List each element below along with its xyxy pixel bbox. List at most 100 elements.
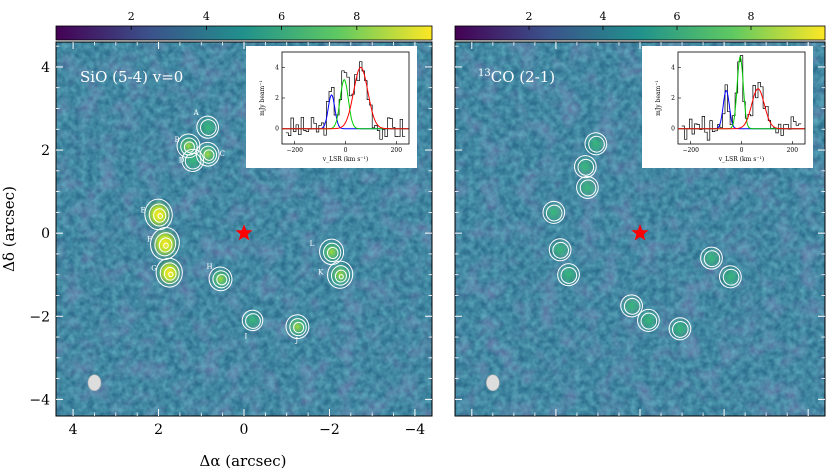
inset-y-tick-label: 0 — [671, 126, 675, 133]
contour-ring — [293, 321, 305, 334]
contour-ring — [155, 257, 183, 288]
component-label: K — [318, 269, 324, 277]
contour-ring — [163, 266, 177, 281]
contour-ring — [579, 179, 597, 197]
contour-ring — [637, 308, 660, 332]
colorbar-left: 2 4 6 8 — [55, 10, 433, 41]
contour-ring — [548, 238, 572, 262]
inset-fit-curve — [282, 66, 409, 130]
x-tick-label: 2 — [154, 422, 163, 438]
contour-ring — [588, 135, 605, 153]
component-label: C — [220, 150, 225, 158]
panel-title-13co-main: CO (2-1) — [491, 68, 555, 86]
colorbar-tick-label: 2 — [526, 10, 533, 23]
contour-ring — [159, 262, 180, 285]
component-label: H — [207, 263, 213, 271]
contour-ring — [144, 198, 173, 231]
contour-ring — [157, 213, 163, 219]
contour-ring — [203, 149, 215, 161]
contour-ring — [241, 309, 264, 332]
colorbar-right-ticks: 2 4 6 8 — [526, 10, 755, 30]
y-tick-label: −2 — [29, 309, 50, 325]
y-tick-label: 4 — [41, 60, 50, 76]
contour-ring — [195, 141, 220, 167]
contour-ring — [158, 237, 173, 253]
component-label: J — [294, 337, 298, 345]
x-tick-label: 0 — [240, 422, 249, 438]
inset-y-tick-label: 2 — [671, 95, 675, 102]
contour-ring — [208, 266, 233, 292]
inset-y-tick-label: 2 — [275, 95, 279, 102]
colorbar-right: 2 4 6 8 — [454, 10, 826, 41]
13co-contours — [486, 132, 742, 392]
y-tick-label: 2 — [41, 143, 50, 159]
contour-ring — [326, 246, 339, 260]
x-tick-label: −2 — [319, 422, 340, 438]
inset-y-label: mJy beam⁻¹ — [655, 80, 662, 116]
panel-title-13co: 13CO (2-1) — [478, 68, 555, 86]
contour-ring — [542, 200, 566, 224]
contour-ring — [327, 260, 354, 289]
contour-ring — [196, 115, 220, 139]
sio-contours: A B C D E F G H I J K L — [87, 109, 354, 392]
component-label: B — [174, 136, 179, 144]
contour-ring — [545, 204, 563, 222]
contour-ring — [153, 208, 167, 223]
x-tick-label: 4 — [69, 422, 78, 438]
inset-x-tick-label: −200 — [682, 147, 699, 154]
contour-ring — [199, 145, 218, 164]
contour-ring — [183, 141, 195, 153]
inset-spectrum — [285, 61, 406, 140]
inset-y-tick-label: 4 — [671, 64, 675, 71]
contour-ring — [577, 158, 595, 176]
colorbar-tick-label: 4 — [600, 10, 607, 23]
contour-ring — [620, 294, 643, 318]
colorbar-tick-label: 8 — [748, 10, 755, 23]
component-label: I — [245, 332, 248, 340]
contour-ring — [560, 266, 578, 284]
inset-background — [246, 46, 417, 168]
contour-ring — [245, 313, 261, 329]
contour-ring — [184, 152, 202, 170]
x-tick-label: −4 — [405, 422, 426, 438]
contour-ring — [338, 274, 344, 280]
y-axis-label: Δδ (arcsec) — [0, 186, 18, 272]
contour-ring — [212, 270, 230, 289]
beam-ellipse — [486, 374, 500, 392]
component-label: G — [151, 265, 157, 273]
contour-ring — [148, 203, 170, 227]
colorbar-tick-label: 6 — [278, 10, 285, 23]
y-tick-label: 0 — [41, 226, 50, 242]
contour-ring — [722, 268, 740, 286]
inset-x-label: v_LSR (km s⁻¹) — [322, 156, 368, 163]
component-label: E — [141, 206, 146, 214]
contour-ring — [330, 265, 351, 286]
contour-ring — [181, 148, 205, 172]
component-label: A — [193, 109, 200, 117]
spectrum-inset-sio: −200 0 200 0 2 4 v_LSR (km s⁻¹) mJy beam⁻¹ — [246, 46, 417, 168]
contour-ring — [700, 246, 723, 270]
inset-x-tick-label: 200 — [391, 147, 403, 154]
colorbar-left-ticks: 2 4 6 8 — [128, 10, 360, 30]
contour-ring — [150, 227, 180, 261]
component-label: D — [179, 156, 185, 164]
contour-ring — [216, 273, 228, 286]
contour-ring — [576, 175, 599, 199]
contour-ring — [623, 297, 641, 315]
y-tick-label: −4 — [29, 392, 50, 408]
contour-ring — [168, 271, 174, 278]
star-marker — [631, 224, 649, 241]
star-marker — [235, 224, 253, 241]
component-label: F — [147, 236, 152, 244]
inset-y-tick-label: 4 — [275, 64, 279, 71]
colorbar-tick-label: 4 — [203, 10, 210, 23]
contour-ring — [163, 242, 169, 249]
contour-ring — [289, 318, 307, 337]
x-axis-label: Δα (arcsec) — [200, 452, 287, 470]
inset-x-tick-label: −200 — [286, 147, 303, 154]
inset-spectrum — [681, 55, 802, 141]
contour-ring — [176, 133, 201, 159]
colorbar-tick-label: 2 — [128, 10, 135, 23]
